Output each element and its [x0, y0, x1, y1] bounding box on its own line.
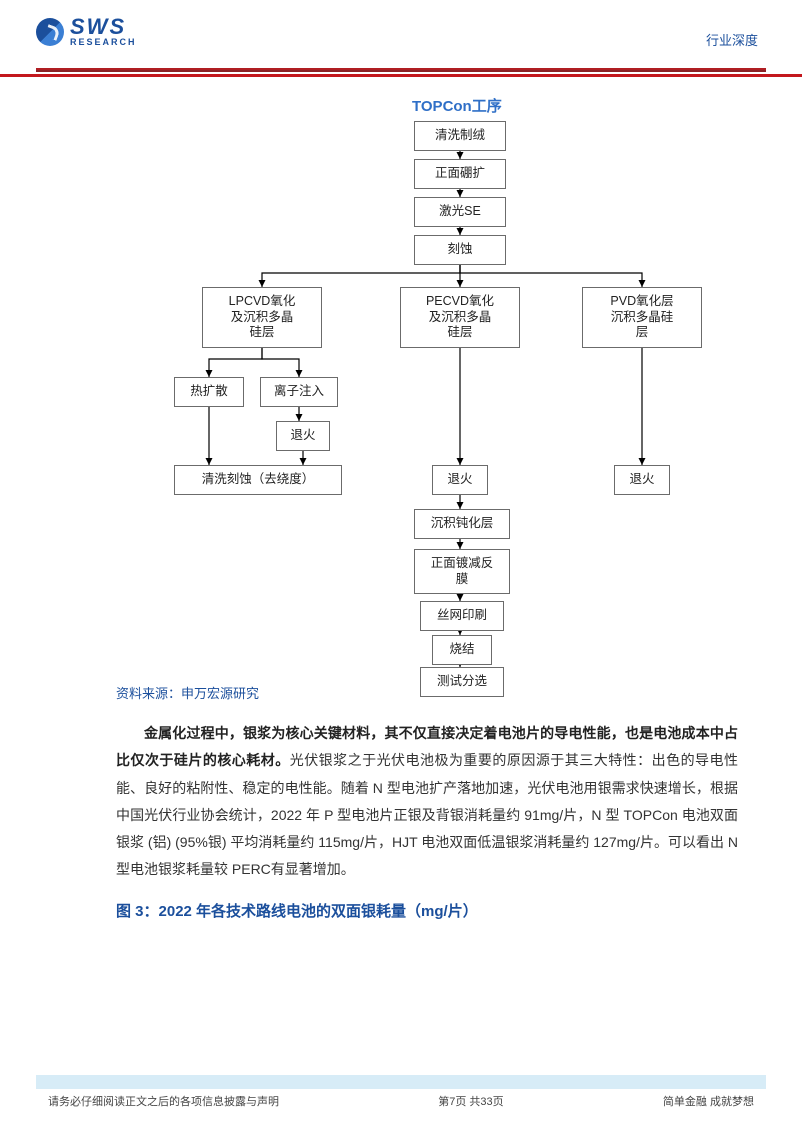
footer-center: 第7页 共33页 [438, 1093, 503, 1109]
footer-left: 请务必仔细阅读正文之后的各项信息披露与声明 [48, 1093, 279, 1109]
flow-edge-n4-n5 [262, 263, 460, 287]
page-header: SWS RESEARCH 行业深度 [0, 0, 802, 68]
logo: SWS RESEARCH [36, 16, 766, 47]
flow-node-n3: 激光SE [414, 197, 506, 227]
flow-node-n15: 正面镀减反 膜 [414, 549, 510, 594]
flow-node-n1: 清洗制绒 [414, 121, 506, 151]
flow-edge-n5-n8 [209, 345, 262, 377]
header-rule [0, 68, 766, 74]
header-category: 行业深度 [706, 30, 758, 49]
body-paragraph: 金属化过程中，银浆为核心关键材料，其不仅直接决定着电池片的导电性能，也是电池成本… [116, 720, 738, 884]
footer-band [36, 1075, 766, 1089]
flow-node-n10: 退火 [276, 421, 330, 451]
paragraph-rest: 光伏银浆之于光伏电池极为重要的原因源于其三大特性：出色的导电性能、良好的粘附性、… [116, 752, 738, 877]
logo-sub: RESEARCH [70, 38, 137, 47]
flow-edge-n5-n9 [262, 345, 299, 377]
flow-node-n16: 丝网印刷 [420, 601, 504, 631]
topcon-flowchart: TOPCon工序 清洗制绒正面硼扩激光SE 刻蚀 LPCVD氧化 及沉积多晶 硅层 P… [156, 95, 716, 675]
flow-node-n13: 退火 [614, 465, 670, 495]
flow-edge-n4-n7 [460, 263, 642, 287]
flow-node-n8: 热扩散 [174, 377, 244, 407]
figure-3-caption: 图 3：2022 年各技术路线电池的双面银耗量（mg/片） [116, 900, 738, 921]
page-footer: 请务必仔细阅读正文之后的各项信息披露与声明 第7页 共33页 简单金融 成就梦想 [0, 1075, 802, 1109]
logo-main: SWS [70, 16, 137, 38]
footer-right: 简单金融 成就梦想 [663, 1093, 754, 1109]
flow-node-n11: 清洗刻蚀（去绕度） [174, 465, 342, 495]
logo-icon [36, 18, 64, 46]
flow-node-n18: 测试分选 [420, 667, 504, 697]
page-body: TOPCon工序 清洗制绒正面硼扩激光SE 刻蚀 LPCVD氧化 及沉积多晶 硅层 P… [0, 77, 802, 921]
flow-node-n5: LPCVD氧化 及沉积多晶 硅层 [202, 287, 322, 348]
flow-node-n6: PECVD氧化 及沉积多晶 硅层 [400, 287, 520, 348]
flow-node-n9: 离子注入 [260, 377, 338, 407]
logo-text: SWS RESEARCH [70, 16, 137, 47]
flow-node-n7: PVD氧化层 沉积多晶硅 层 [582, 287, 702, 348]
flowchart-title: TOPCon工序 [412, 95, 502, 116]
flow-node-n17: 烧结 [432, 635, 492, 665]
flow-node-n2: 正面硼扩 [414, 159, 506, 189]
flow-node-n4: 刻蚀 [414, 235, 506, 265]
flow-node-n14: 沉积钝化层 [414, 509, 510, 539]
flow-node-n12: 退火 [432, 465, 488, 495]
